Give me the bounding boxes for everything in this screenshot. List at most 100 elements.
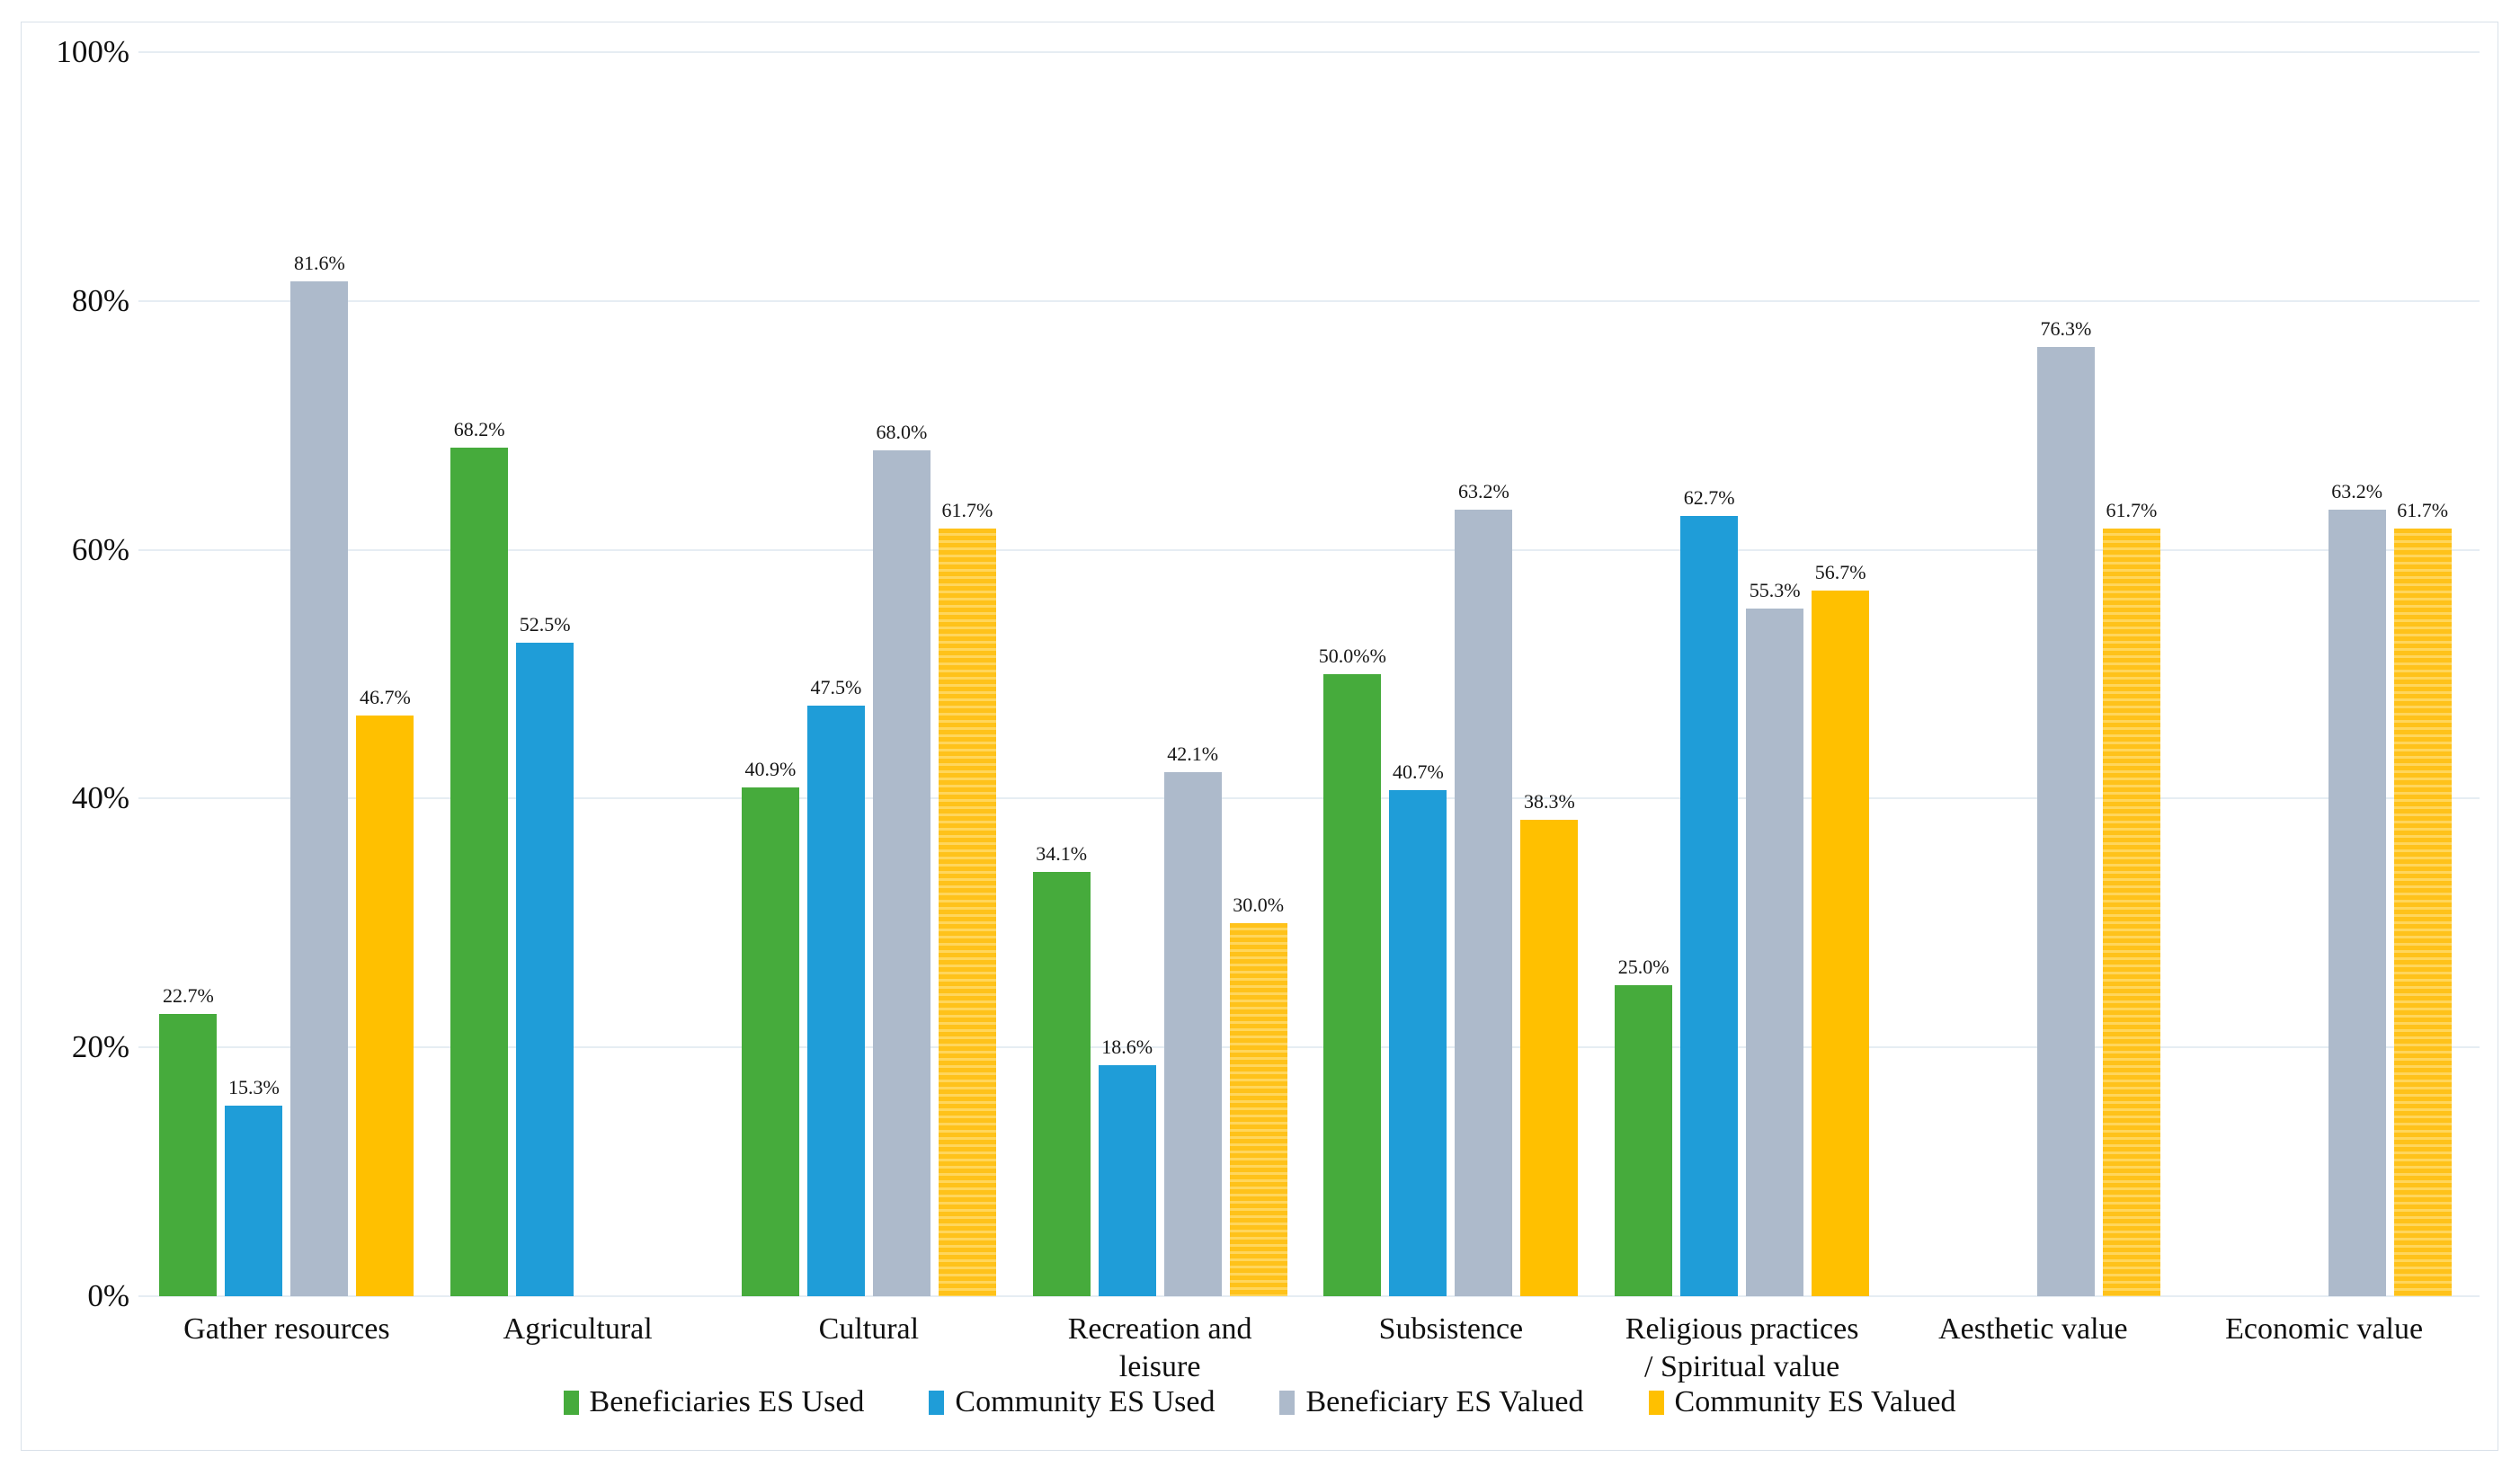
bar-slot: 68.0% (872, 52, 931, 1296)
bar-slot (2263, 52, 2320, 1296)
bar-slot: 40.9% (741, 52, 799, 1296)
bar-value-label: 40.9% (744, 758, 797, 780)
bar (1615, 985, 1673, 1296)
bar (290, 281, 349, 1296)
legend-label: Beneficiary ES Valued (1305, 1385, 1584, 1418)
bar-slot: 15.3% (225, 52, 283, 1296)
bar (225, 1106, 283, 1296)
bar-slot: 40.7% (1389, 52, 1447, 1296)
bar-slot: 18.6% (1098, 52, 1156, 1296)
category-label: Gather resources (141, 1311, 432, 1386)
bar-value-label: 30.0% (1233, 894, 1285, 916)
legend-label: Beneficiaries ES Used (589, 1385, 865, 1418)
bar-slot (1972, 52, 2029, 1296)
bar (516, 643, 574, 1296)
bar-value-label: 18.6% (1101, 1036, 1153, 1058)
bar-value-label: 56.7% (1814, 561, 1866, 583)
gridline (138, 797, 2480, 800)
bar-value-label: 15.3% (227, 1076, 280, 1098)
legend-swatch-icon (1279, 1390, 1296, 1415)
bar (1389, 790, 1447, 1296)
bar (1323, 674, 1382, 1296)
category-label: Subsistence (1305, 1311, 1597, 1386)
category-label-line: / Spiritual value (1644, 1350, 1840, 1383)
bar-slot: 30.0% (1229, 52, 1287, 1296)
bar-slot: 25.0% (1615, 52, 1673, 1296)
gridline (138, 548, 2480, 551)
legend-swatch-icon (929, 1390, 945, 1415)
category-label: Religious practices / Spiritual value (1597, 1311, 1888, 1386)
category-label: Cultural (724, 1311, 1015, 1386)
gridline (138, 1046, 2480, 1049)
y-axis-tick-label: 60% (71, 531, 129, 567)
bar-slot: 61.7% (2102, 52, 2160, 1296)
bar-slot (2197, 52, 2255, 1296)
category-label-line: Agricultural (503, 1312, 653, 1346)
y-axis-tick-label: 80% (71, 282, 129, 318)
gridline (138, 1295, 2480, 1297)
category-label-line: Cultural (818, 1312, 920, 1346)
chart-frame: 0% 20% 40% 60% 80% 100% 22.7% 15.3% 81.6% 46.7% 6… (21, 22, 2498, 1451)
bar (159, 1014, 218, 1296)
bar-group-subsistence: 50.0%% 40.7% 63.2% 38.3% (1305, 52, 1597, 1296)
bar-slot (582, 52, 639, 1296)
bar-slot: 50.0%% (1319, 52, 1386, 1296)
bar-value-label: 68.0% (876, 421, 928, 443)
bar (1680, 516, 1739, 1296)
bar-slot: 76.3% (2036, 52, 2095, 1296)
bar-slot: 61.7% (2393, 52, 2452, 1296)
bar (872, 450, 931, 1296)
legend-swatch-icon (1648, 1390, 1664, 1415)
bar-group-cultural: 40.9% 47.5% 68.0% 61.7% (724, 52, 1015, 1296)
bar (2036, 347, 2095, 1296)
bar (1746, 609, 1804, 1296)
bar (2328, 510, 2386, 1296)
bar (1032, 872, 1091, 1296)
category-label-line: Religious practices (1625, 1312, 1859, 1346)
bar-slot: 22.7% (159, 52, 218, 1296)
bar-slot (647, 52, 705, 1296)
bar-slot: 42.1% (1163, 52, 1222, 1296)
bar-value-label: 61.7% (941, 499, 993, 521)
bar-slot: 46.7% (356, 52, 414, 1296)
bar-value-label: 55.3% (1749, 579, 1801, 601)
bar-value-label: 42.1% (1167, 742, 1219, 765)
legend-label: Community ES Valued (1674, 1385, 1956, 1418)
y-axis-tick-label: 20% (71, 1029, 129, 1065)
legend-swatch-icon (563, 1390, 579, 1415)
bar (1520, 820, 1579, 1296)
plot-area: 22.7% 15.3% 81.6% 46.7% 68.2% 52.5% 40.9% 47.5%… (141, 52, 2470, 1296)
bar-value-label: 52.5% (519, 613, 571, 636)
bar-slot: 47.5% (806, 52, 865, 1296)
bar (806, 706, 865, 1296)
legend-item: Beneficiary ES Valued (1279, 1385, 1584, 1419)
x-axis-category-labels: Gather resources Agricultural Cultural Recr… (141, 1311, 2470, 1386)
bar-slot: 55.3% (1746, 52, 1804, 1296)
y-axis-tick-label: 0% (87, 1278, 129, 1313)
bar-group-religious-practices-spiritual-value: 25.0% 62.7% 55.3% 56.7% (1597, 52, 1888, 1296)
bar-slot: 68.2% (450, 52, 509, 1296)
legend-item: Community ES Valued (1648, 1385, 1956, 1419)
legend-item: Beneficiaries ES Used (563, 1385, 865, 1419)
bar-value-label: 62.7% (1683, 486, 1735, 509)
bar (1812, 591, 1870, 1296)
bar (356, 716, 414, 1296)
category-label: Economic value (2178, 1311, 2470, 1386)
bar-slot: 81.6% (290, 52, 349, 1296)
bar-slot: 52.5% (516, 52, 574, 1296)
legend-item: Community ES Used (929, 1385, 1215, 1419)
bar (938, 529, 996, 1296)
bar (1229, 923, 1287, 1296)
bar (1098, 1065, 1156, 1296)
chart-legend: Beneficiaries ES Used Community ES Used Be… (22, 1385, 2498, 1419)
bar-group-aesthetic-value: 76.3% 61.7% (1888, 52, 2179, 1296)
category-label: Recreation and leisure (1014, 1311, 1305, 1386)
y-axis-tick-label: 100% (56, 34, 129, 69)
category-label-line: Recreation and (1067, 1312, 1252, 1346)
bar (2393, 529, 2452, 1296)
bar-value-label: 63.2% (2331, 480, 2383, 502)
category-label-line: Subsistence (1378, 1312, 1524, 1346)
bar-value-label: 61.7% (2397, 499, 2449, 521)
category-label-line: leisure (1118, 1350, 1201, 1383)
